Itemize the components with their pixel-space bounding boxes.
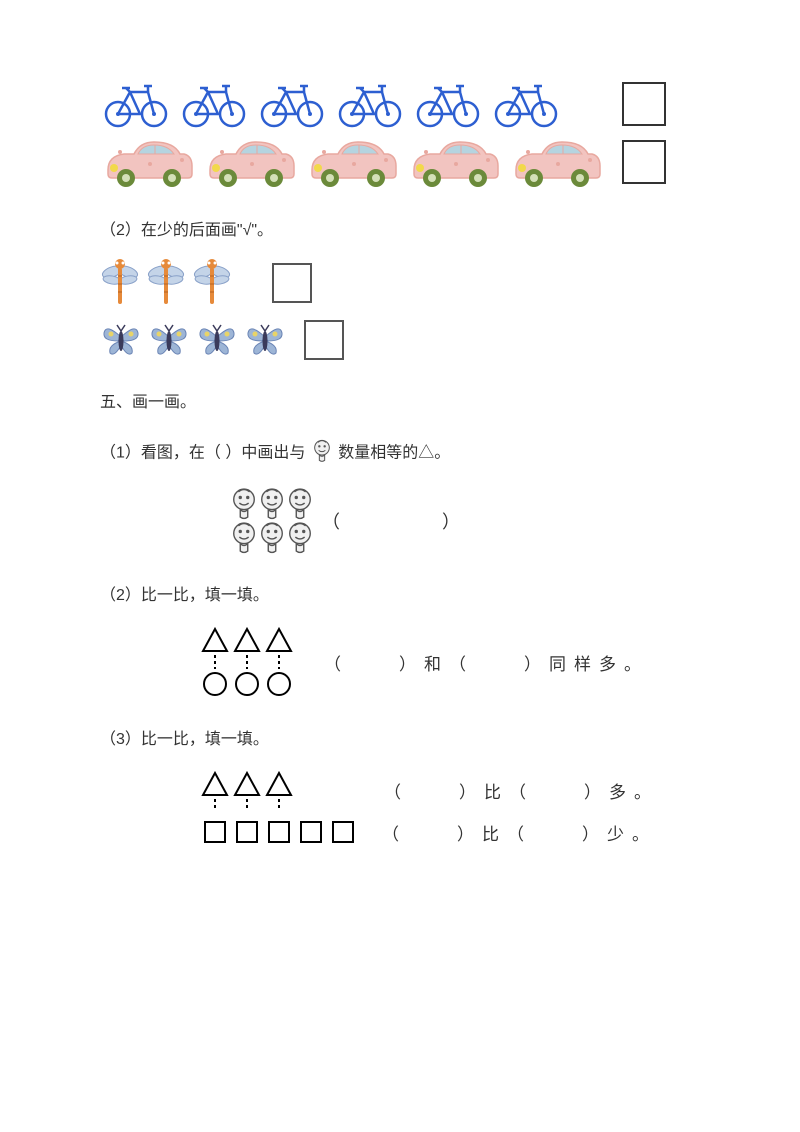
bicycle-icon <box>256 80 328 128</box>
dragonfly-icon <box>192 256 232 310</box>
face-icon <box>258 487 286 521</box>
car-container <box>100 134 604 190</box>
car-icon <box>508 134 604 190</box>
q5-3-line1[interactable]: （ ）比（ ）多。 <box>384 778 659 803</box>
car-row <box>100 134 700 190</box>
square-icon <box>328 817 358 847</box>
triangle-icon <box>264 769 294 799</box>
q5-3-line2[interactable]: （ ）比（ ）少。 <box>382 820 657 845</box>
triangle-circle-diagram <box>200 625 294 699</box>
face-icon <box>286 521 314 555</box>
square-icon <box>264 817 294 847</box>
bicycle-icon <box>490 80 562 128</box>
triangle-icon <box>200 625 230 655</box>
answer-box-bicycle[interactable] <box>622 82 666 126</box>
dragonfly-icon <box>146 256 186 310</box>
answer-box-butterfly[interactable] <box>304 320 344 360</box>
car-icon <box>304 134 400 190</box>
butterfly-icon <box>196 321 238 359</box>
face-icon <box>312 438 332 464</box>
car-icon <box>202 134 298 190</box>
circle-icon <box>200 669 230 699</box>
face-icon <box>258 521 286 555</box>
dragonfly-container <box>100 256 232 310</box>
dotted-connector <box>213 655 217 669</box>
section5-title: 五、画一画。 <box>100 388 700 412</box>
circle-icon <box>264 669 294 699</box>
square-icon <box>200 817 230 847</box>
square-row-diagram <box>200 817 358 847</box>
butterfly-icon <box>244 321 286 359</box>
butterfly-row <box>100 320 700 360</box>
face-icon-inline <box>312 438 332 469</box>
faces-container <box>230 487 314 555</box>
square-icon <box>232 817 262 847</box>
butterfly-icon <box>100 321 142 359</box>
q5-3-shapes-group: （ ）比（ ）多。 （ ）比（ ）少。 <box>200 769 700 847</box>
bicycle-icon <box>100 80 172 128</box>
answer-box-car[interactable] <box>622 140 666 184</box>
answer-box-dragonfly[interactable] <box>272 263 312 303</box>
car-icon <box>100 134 196 190</box>
dragonfly-icon <box>100 256 140 310</box>
butterfly-icon <box>148 321 190 359</box>
q5-1-prefix: （1）看图，在（ ）中画出与 <box>100 445 305 462</box>
bicycle-row <box>100 80 700 128</box>
q5-1-faces-group: （ ） <box>230 487 700 555</box>
q5-2-text[interactable]: （ ）和（ ）同样多。 <box>324 650 649 675</box>
triangle-icon <box>264 625 294 655</box>
q4-2-prompt: （2）在少的后面画"√"。 <box>100 216 700 240</box>
dotted-connector <box>213 799 217 811</box>
dotted-connector <box>277 799 281 811</box>
face-icon <box>230 487 258 521</box>
triangle-row-diagram <box>200 769 294 811</box>
dotted-connector <box>245 655 249 669</box>
circle-icon <box>232 669 262 699</box>
butterfly-container <box>100 321 286 359</box>
bicycle-icon <box>178 80 250 128</box>
triangle-icon <box>200 769 230 799</box>
q4-2-group <box>100 256 700 360</box>
triangle-icon <box>232 769 262 799</box>
face-icon <box>230 521 258 555</box>
triangle-icon <box>232 625 262 655</box>
q5-1-suffix: 数量相等的△。 <box>338 445 450 462</box>
square-icon <box>296 817 326 847</box>
car-icon <box>406 134 502 190</box>
bicycle-icon <box>334 80 406 128</box>
q4-1-group <box>100 80 700 190</box>
face-icon <box>286 487 314 521</box>
q5-1-blank[interactable]: （ ） <box>322 508 462 534</box>
bicycle-icon <box>412 80 484 128</box>
q5-2-prompt: （2）比一比，填一填。 <box>100 581 700 605</box>
dotted-connector <box>245 799 249 811</box>
q5-3-prompt: （3）比一比，填一填。 <box>100 725 700 749</box>
dotted-connector <box>277 655 281 669</box>
q5-1-prompt: （1）看图，在（ ）中画出与 数量相等的△。 <box>100 438 700 469</box>
dragonfly-row <box>100 256 700 310</box>
q5-2-shapes-group: （ ）和（ ）同样多。 <box>200 625 700 699</box>
bicycle-container <box>100 80 562 128</box>
